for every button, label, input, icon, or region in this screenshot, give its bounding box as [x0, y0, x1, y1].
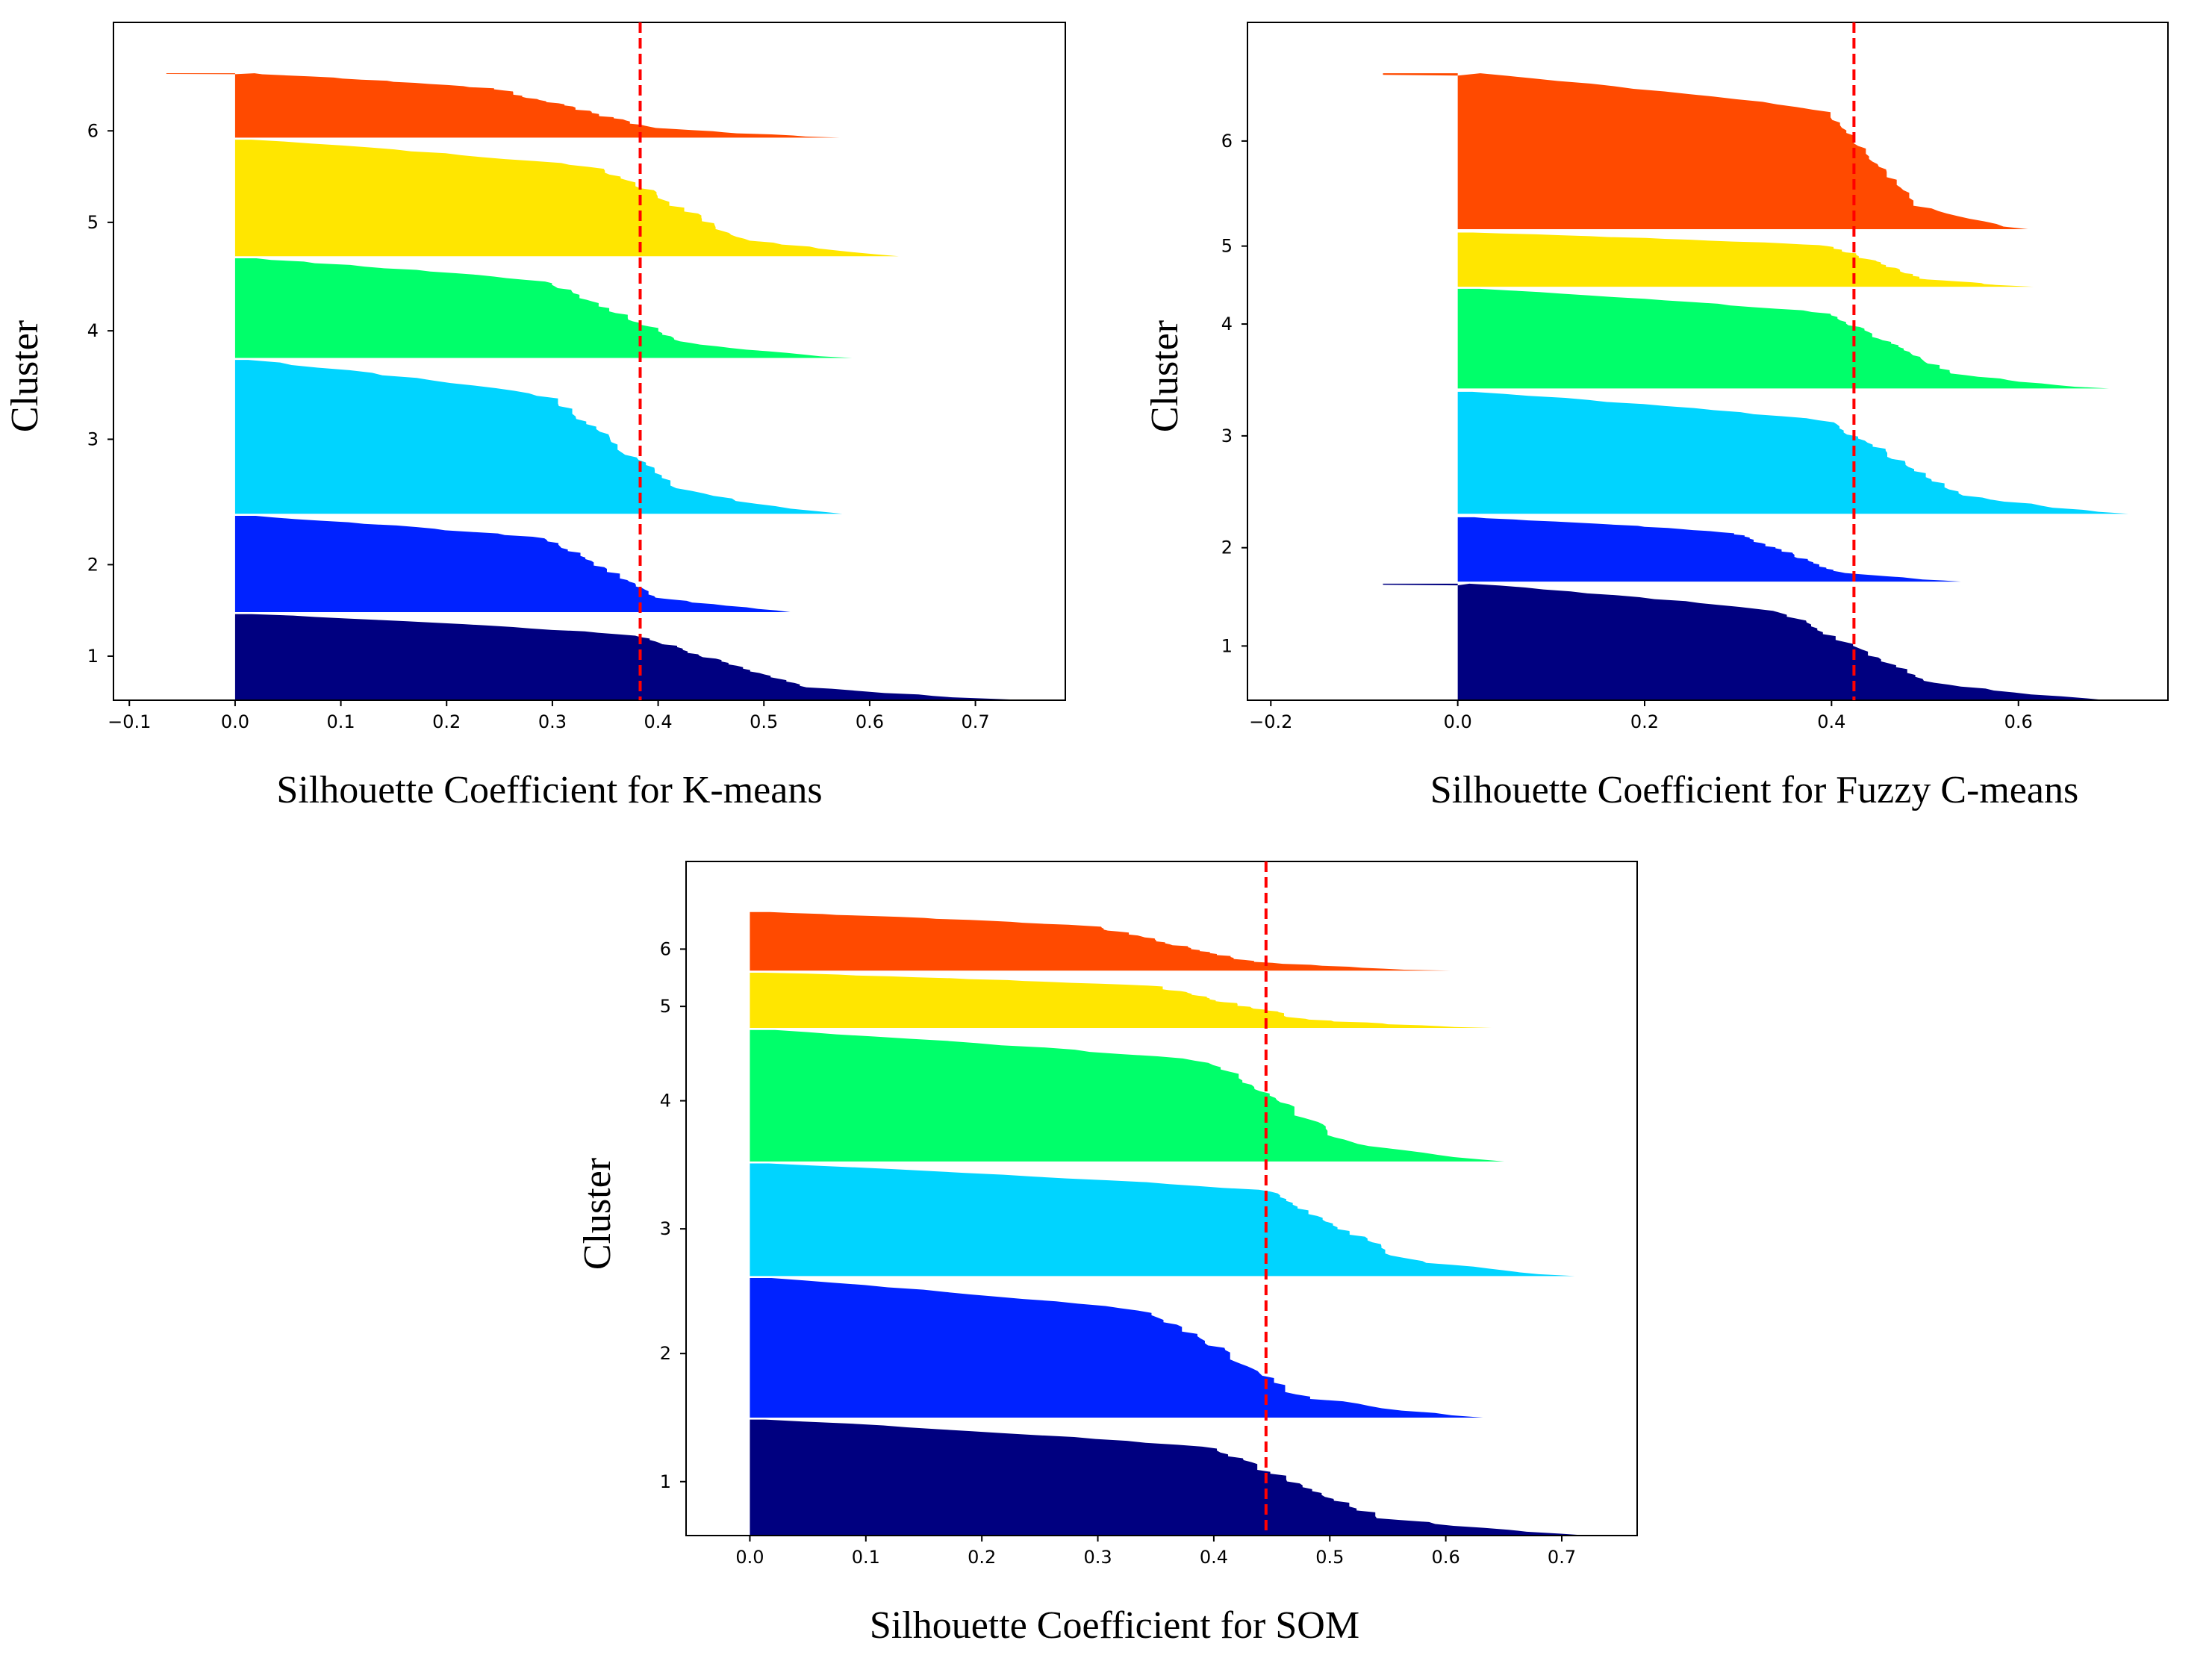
cluster-4-silhouette — [234, 258, 853, 358]
cluster-2-label: 2 — [87, 554, 99, 575]
cluster-2-label: 2 — [1221, 537, 1233, 558]
x-tick-label: −0.2 — [1249, 711, 1292, 732]
cluster-2-silhouette — [750, 1278, 1483, 1418]
x-tick-label: 0.6 — [2004, 711, 2033, 732]
x-axis-title: Silhouette Coefficient for Fuzzy C-means — [1430, 769, 2078, 811]
cluster-3-silhouette — [1457, 391, 2129, 514]
cluster-3-label: 3 — [87, 428, 99, 449]
cluster-5-label: 5 — [660, 996, 671, 1017]
x-tick-label: 0.1 — [326, 711, 355, 732]
x-tick-label: 0.0 — [1444, 711, 1472, 732]
plot-frame — [1247, 22, 2169, 701]
plot-frame — [113, 22, 1066, 701]
cluster-3-silhouette — [750, 1163, 1575, 1277]
cluster-6-silhouette — [750, 911, 1451, 971]
x-axis-title: Silhouette Coefficient for SOM — [870, 1604, 1359, 1647]
cluster-6-label: 6 — [87, 120, 99, 141]
x-tick-label: 0.0 — [221, 711, 249, 732]
cluster-5-silhouette — [750, 972, 1492, 1029]
cluster-5-label: 5 — [1221, 236, 1233, 257]
cluster-5-silhouette — [1457, 232, 2034, 287]
cluster-6-silhouette — [1383, 73, 2028, 229]
y-axis-title: Cluster — [576, 1158, 619, 1270]
cluster-3-label: 3 — [1221, 426, 1233, 446]
x-tick-label: 0.5 — [750, 711, 778, 732]
cluster-2-silhouette — [234, 516, 791, 612]
x-tick-label: 0.7 — [1548, 1547, 1576, 1568]
x-tick-label: 0.4 — [1817, 711, 1845, 732]
x-tick-label: 0.2 — [432, 711, 461, 732]
cluster-5-silhouette — [234, 140, 899, 257]
cluster-6-label: 6 — [660, 938, 671, 959]
cluster-2-label: 2 — [660, 1343, 671, 1364]
cluster-1-label: 1 — [1221, 635, 1233, 656]
silhouette-panel-3: 0.0 0.1 0.2 0.3 0.4 0.5 0.6 0.7 1 2 3 4 5 6 Cluster Sil… — [576, 861, 1638, 1647]
cluster-3-label: 3 — [660, 1218, 671, 1239]
x-tick-label: 0.3 — [1083, 1547, 1112, 1568]
plot-frame — [685, 861, 1638, 1536]
x-tick-label: 0.6 — [856, 711, 884, 732]
cluster-1-label: 1 — [660, 1471, 671, 1492]
cluster-4-label: 4 — [1221, 314, 1233, 334]
cluster-4-silhouette — [750, 1029, 1505, 1162]
x-tick-label: 0.1 — [852, 1547, 880, 1568]
cluster-4-label: 4 — [660, 1091, 671, 1112]
x-tick-label: 0.4 — [644, 711, 672, 732]
x-tick-label: 0.7 — [961, 711, 989, 732]
y-axis-title: Cluster — [1144, 320, 1186, 432]
x-tick-label: −0.1 — [108, 711, 151, 732]
x-tick-label: 0.6 — [1432, 1547, 1460, 1568]
x-tick-label: 0.4 — [1200, 1547, 1228, 1568]
x-tick-label: 0.0 — [735, 1547, 764, 1568]
y-axis-title: Cluster — [4, 320, 46, 432]
x-axis-title: Silhouette Coefficient for K-means — [276, 769, 822, 811]
x-tick-label: 0.2 — [1630, 711, 1659, 732]
x-tick-label: 0.5 — [1315, 1547, 1344, 1568]
cluster-6-label: 6 — [1221, 131, 1233, 152]
cluster-2-silhouette — [1457, 517, 1961, 582]
cluster-5-label: 5 — [87, 212, 99, 233]
silhouette-panel-2: −0.2 0.0 0.2 0.4 0.6 1 2 3 4 5 6 Cluster Silhouette … — [1144, 22, 2169, 811]
silhouette-panel-1: −0.1 0.0 0.1 0.2 0.3 0.4 0.5 0.6 0.7 1 2 3 4 5 6 Cluste… — [4, 22, 1066, 811]
cluster-1-silhouette — [234, 614, 1029, 700]
cluster-1-silhouette — [1383, 583, 2107, 700]
cluster-1-label: 1 — [87, 646, 99, 667]
cluster-4-silhouette — [1457, 288, 2110, 389]
x-tick-label: 0.3 — [538, 711, 567, 732]
cluster-4-label: 4 — [87, 320, 99, 341]
cluster-3-silhouette — [234, 360, 843, 514]
cluster-1-silhouette — [750, 1419, 1589, 1536]
x-tick-label: 0.2 — [968, 1547, 996, 1568]
cluster-6-silhouette — [166, 73, 840, 138]
